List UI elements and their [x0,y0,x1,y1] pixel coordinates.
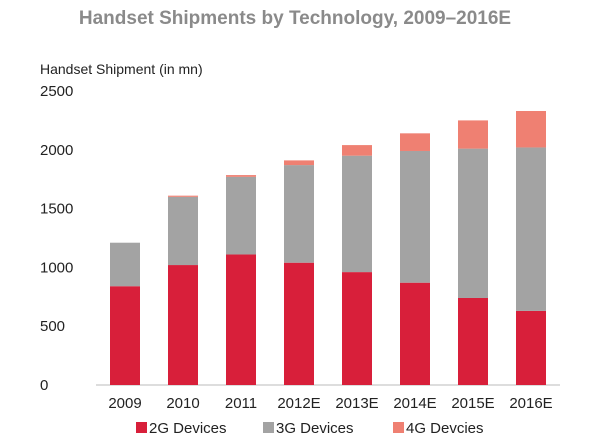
y-tick-label: 2500 [40,83,73,100]
bar-2g-devices-2010 [168,265,198,385]
bar-2g-devices-2011 [226,254,256,385]
bar-3g-devices-2013e [342,155,372,273]
y-tick-label: 1000 [40,259,73,276]
bar-3g-devices-2009 [110,242,140,287]
bar-3g-devices-2010 [168,196,198,266]
y-tick-label: 1500 [40,201,73,218]
y-axis-label: Handset Shipment (in mn) [40,61,203,77]
bar-area [110,110,546,385]
bar-2g-devices-2009 [110,286,140,385]
y-axis: 0 500 1000 1500 2000 2500 [40,83,73,394]
legend-label: 4G Devcies [406,420,484,437]
bar-2g-devices-2012e [284,262,314,385]
y-tick-label: 2000 [40,142,73,159]
legend-label: 2G Devices [149,420,227,437]
bar-4g-devcies-2016e [516,110,546,148]
bar-4g-devcies-2013e [342,145,372,156]
y-tick-label: 0 [40,377,48,394]
x-tick-label: 2012E [277,395,320,412]
bar-4g-devcies-2010 [168,195,198,197]
chart-title: Handset Shipments by Technology, 2009–20… [79,8,511,29]
legend-swatch [136,422,147,433]
bar-4g-devcies-2015e [458,120,488,149]
legend: 2G Devices 3G Devices 4G Devcies [136,420,484,437]
x-tick-label: 2009 [108,395,141,412]
bar-3g-devices-2011 [226,176,256,255]
bar-3g-devices-2016e [516,147,546,311]
x-tick-label: 2010 [166,395,199,412]
bar-4g-devcies-2011 [226,175,256,177]
x-tick-label: 2011 [225,395,257,412]
bar-2g-devices-2016e [516,310,546,385]
x-tick-label: 2014E [393,395,436,412]
bar-4g-devcies-2012e [284,160,314,166]
legend-swatch [263,422,274,433]
x-axis: 2009 2010 2011 2012E 2013E 2014E 2015E 2016E [108,395,552,412]
bar-4g-devcies-2014e [400,133,430,151]
y-tick-label: 500 [40,318,65,335]
x-tick-label: 2015E [451,395,494,412]
x-tick-label: 2013E [335,395,378,412]
bar-2g-devices-2015e [458,297,488,385]
legend-swatch [393,422,404,433]
bar-3g-devices-2015e [458,148,488,298]
x-tick-label: 2016E [509,395,552,412]
bar-2g-devices-2014e [400,282,430,385]
bar-3g-devices-2014e [400,150,430,283]
legend-label: 3G Devices [276,420,354,437]
bar-3g-devices-2012e [284,165,314,263]
bar-2g-devices-2013e [342,272,372,385]
